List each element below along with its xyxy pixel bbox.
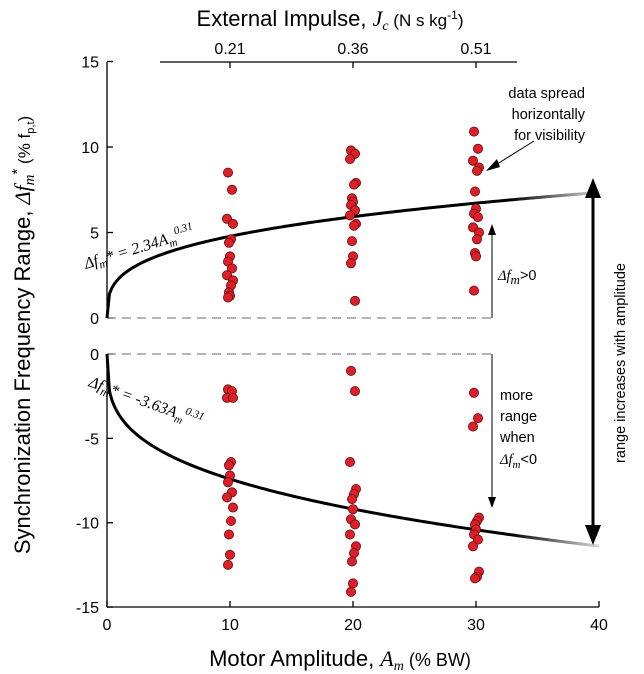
data-point [347,578,358,589]
x-tick-label: 30 [467,617,485,634]
y-tick-label: -5 [85,431,99,448]
spread-note: data spread horizontally for visibility [508,86,585,144]
y-tick-label: -15 [76,600,99,617]
data-point [349,519,360,530]
negative-label-line-4: Δfm<0 [499,452,537,471]
data-point [222,167,233,178]
data-point [221,492,232,503]
spread-note-line-1: data spread [508,86,585,102]
y-tick-label: 15 [81,55,99,72]
x-tick-label: 10 [221,617,239,634]
data-point [344,456,355,467]
x-axis-title: Motor Amplitude, Am (% BW) [209,646,471,674]
data-point [469,573,480,584]
spread-note-line-3: for visibility [514,128,586,144]
data-point [345,586,356,597]
data-point [226,184,237,195]
negative-label-line-3: when [499,430,535,446]
data-points [221,126,484,597]
data-point [225,516,236,527]
x-tick-label: 20 [344,617,362,634]
data-point [472,413,483,424]
data-point [223,529,234,540]
y-tick-label: 0 [90,311,99,328]
data-point [347,504,358,515]
data-point [226,263,237,274]
data-point [346,494,357,505]
data-point [224,549,235,560]
data-point [470,251,481,262]
positive-label: Δfm>0 [497,268,536,287]
top-tick-label: 0.51 [460,41,491,58]
data-point [348,548,359,559]
spread-arrow [486,140,535,171]
data-point [227,502,238,513]
negative-label-line-2: range [500,409,537,425]
data-point [467,421,478,432]
data-point [472,143,483,154]
data-point [472,534,483,545]
y-tick-label: 5 [90,226,99,243]
data-point [467,155,478,166]
data-point [468,285,479,296]
data-point [227,392,238,403]
data-point [345,258,356,269]
data-point [345,365,356,376]
data-point [344,529,355,540]
data-point [344,210,355,221]
spread-note-line-2: horizontally [512,107,586,123]
negative-label: more range when Δfm<0 [499,388,537,471]
data-point [349,295,360,306]
data-point [348,179,359,190]
negative-arrow [488,354,496,508]
data-point [471,234,482,245]
top-tick-label: 0.36 [337,41,368,58]
data-point [468,126,479,137]
data-point [222,477,233,488]
y-axis-ticks: 0 5 10 15 0 -5 -10 -15 [76,55,113,617]
fit-equation-lower: Δfm* = -3.63Am0.31 [85,371,206,434]
top-axis-title: External Impulse, Jc (N s kg-1) [197,6,464,34]
x-tick-label: 0 [103,617,112,634]
data-point [227,218,238,229]
top-tick-label: 0.21 [214,41,245,58]
data-point [471,165,482,176]
data-point [222,292,233,303]
data-point [472,212,483,223]
data-point [468,387,479,398]
y-tick-label: -10 [76,516,99,533]
negative-label-line-1: more [500,388,533,404]
data-point [349,386,360,397]
y-tick-label: 10 [81,140,99,157]
data-point [222,559,233,570]
data-point [348,220,359,231]
data-point [344,153,355,164]
data-point [467,541,478,552]
data-point [469,186,480,197]
x-axis-ticks: 0 10 20 30 40 [103,601,608,634]
data-point [346,236,357,247]
data-point [223,460,234,471]
positive-arrow [488,224,496,318]
range-double-arrow [585,178,601,545]
x-tick-label: 40 [590,617,608,634]
range-label: range increases with amplitude [613,263,629,463]
data-point [346,556,357,567]
y-axis-title: Synchronization Frequency Range, Δfm* (%… [9,116,38,554]
data-point [223,237,234,248]
y-tick-label: 0 [90,347,99,364]
top-axis-ticks: 0.21 0.36 0.51 [214,41,492,68]
